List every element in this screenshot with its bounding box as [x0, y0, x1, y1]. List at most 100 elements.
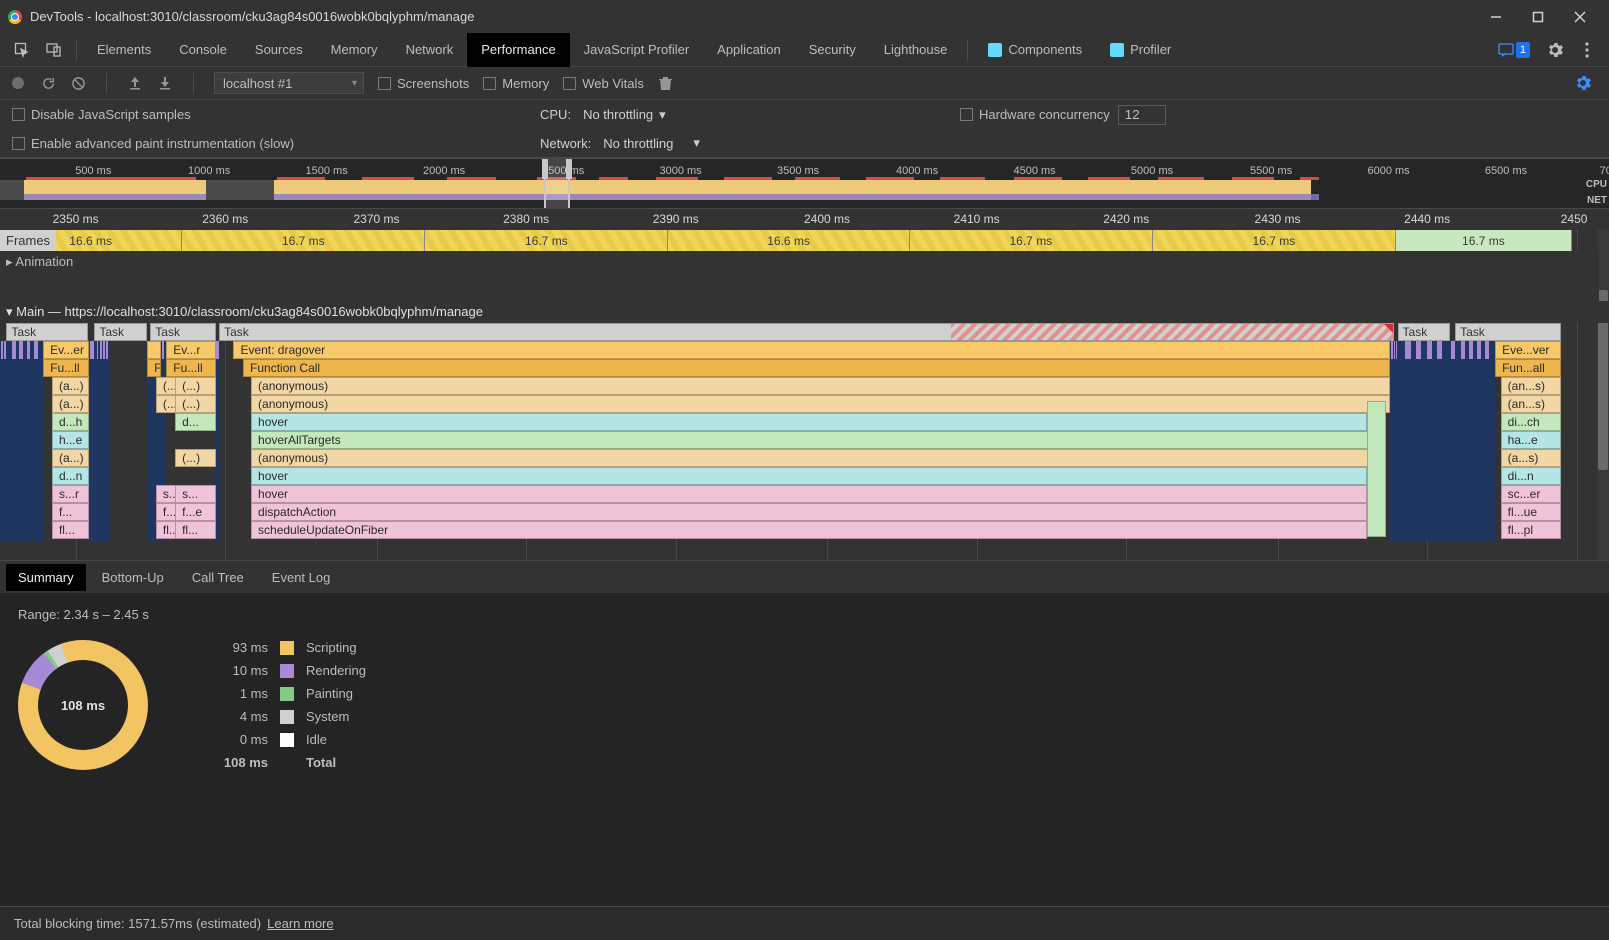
flame-bar[interactable]: fl...: [175, 521, 216, 539]
frame-segment[interactable]: 16.7 ms: [425, 230, 668, 251]
flame-bar[interactable]: Fun...all: [1495, 359, 1561, 377]
flame-thin-group[interactable]: [1398, 341, 1451, 541]
flame-bar[interactable]: hover: [251, 485, 1367, 503]
flame-bar[interactable]: (a...): [52, 377, 89, 395]
flame-bar[interactable]: Ev...er: [43, 341, 89, 359]
disable-js-checkbox[interactable]: Disable JavaScript samples: [12, 107, 191, 122]
tab-javascript-profiler[interactable]: JavaScript Profiler: [570, 33, 703, 67]
flame-bar[interactable]: (...): [175, 377, 216, 395]
flame-bar[interactable]: fl...pl: [1501, 521, 1561, 539]
flame-bar[interactable]: (a...): [52, 395, 89, 413]
cpu-throttle-dropdown[interactable]: No throttling: [583, 107, 653, 122]
settings-icon[interactable]: [1542, 37, 1568, 63]
maximize-button[interactable]: [1517, 0, 1559, 33]
flame-chart[interactable]: 16.6 ms16.7 ms16.7 ms16.6 ms16.7 ms16.7 …: [0, 230, 1609, 561]
frames-lane[interactable]: 16.6 ms16.7 ms16.7 ms16.6 ms16.7 ms16.7 …: [0, 230, 1599, 251]
tab-elements[interactable]: Elements: [83, 33, 165, 67]
tab-react-profiler[interactable]: Profiler: [1096, 33, 1185, 67]
flame-bar[interactable]: hoverAllTargets: [251, 431, 1383, 449]
animation-lane-header[interactable]: ▸ Animation: [0, 251, 1599, 272]
task-bar[interactable]: Task: [6, 323, 88, 341]
flame-bar[interactable]: s...: [175, 485, 216, 503]
flame-bar[interactable]: (...): [175, 449, 216, 467]
flame-bar[interactable]: (anonymous): [251, 377, 1389, 395]
flame-bar[interactable]: sc...er: [1501, 485, 1561, 503]
minimize-button[interactable]: [1475, 0, 1517, 33]
flame-thin-group[interactable]: [94, 341, 110, 541]
target-dropdown[interactable]: localhost #1: [214, 72, 364, 94]
flame-bar[interactable]: dispatchAction: [251, 503, 1367, 521]
task-bar[interactable]: Task: [219, 323, 1394, 341]
tab-sources[interactable]: Sources: [241, 33, 317, 67]
tab-network[interactable]: Network: [392, 33, 468, 67]
details-tab-bottom-up[interactable]: Bottom-Up: [90, 564, 176, 591]
save-profile-button[interactable]: [157, 75, 173, 91]
frame-segment[interactable]: 16.7 ms: [182, 230, 425, 251]
kebab-icon[interactable]: [1574, 37, 1600, 63]
flame-thin-group[interactable]: [216, 341, 219, 541]
load-profile-button[interactable]: [127, 75, 143, 91]
tab-lighthouse[interactable]: Lighthouse: [870, 33, 962, 67]
flame-thin-group[interactable]: [1390, 341, 1398, 541]
details-tab-summary[interactable]: Summary: [6, 564, 86, 591]
tab-console[interactable]: Console: [165, 33, 241, 67]
tab-security[interactable]: Security: [795, 33, 870, 67]
flame-bar[interactable]: Fu...ll: [166, 359, 216, 377]
flame-bar[interactable]: f...e: [175, 503, 216, 521]
flame-thin-group[interactable]: [1455, 341, 1495, 541]
flame-bar[interactable]: hover: [251, 413, 1367, 431]
capture-settings-icon[interactable]: [1570, 70, 1596, 96]
flame-bar[interactable]: di...n: [1501, 467, 1561, 485]
details-tab-call-tree[interactable]: Call Tree: [180, 564, 256, 591]
overview-selection[interactable]: [544, 159, 570, 208]
memory-checkbox[interactable]: Memory: [483, 76, 549, 91]
flame-bar[interactable]: [147, 341, 161, 359]
screenshots-checkbox[interactable]: Screenshots: [378, 76, 469, 91]
main-lane[interactable]: TaskTaskTaskTaskTaskTaskEvent: dragoverF…: [0, 323, 1599, 560]
flame-bar[interactable]: (a...): [52, 449, 89, 467]
tab-react-components[interactable]: Components: [974, 33, 1096, 67]
flame-bar[interactable]: fl...ue: [1501, 503, 1561, 521]
record-button[interactable]: [10, 75, 26, 91]
reload-record-button[interactable]: [40, 75, 56, 91]
task-bar[interactable]: Task: [94, 323, 147, 341]
overview-timeline[interactable]: 500 ms1000 ms1500 ms2000 ms2500 ms3000 m…: [0, 158, 1609, 208]
task-bar[interactable]: Task: [1455, 323, 1561, 341]
flame-bar[interactable]: (an...s): [1501, 377, 1561, 395]
flame-bar[interactable]: ha...e: [1501, 431, 1561, 449]
frame-segment[interactable]: 16.7 ms: [1153, 230, 1396, 251]
tab-memory[interactable]: Memory: [317, 33, 392, 67]
animation-lane[interactable]: ▸ Animation: [0, 251, 1599, 301]
frame-segment[interactable]: 16.7 ms: [1396, 230, 1572, 251]
device-icon[interactable]: [41, 37, 67, 63]
network-throttle-dropdown[interactable]: No throttling: [603, 136, 673, 151]
flame-bar[interactable]: Event: dragover: [233, 341, 1389, 359]
webvitals-checkbox[interactable]: Web Vitals: [563, 76, 644, 91]
flame-bar[interactable]: Eve...ver: [1495, 341, 1561, 359]
clear-button[interactable]: [70, 75, 86, 91]
flame-bar[interactable]: d...: [175, 413, 216, 431]
tab-performance[interactable]: Performance: [467, 33, 569, 67]
frame-segment[interactable]: 16.6 ms: [668, 230, 909, 251]
task-bar[interactable]: Task: [150, 323, 216, 341]
frames-lane-header[interactable]: Frames: [0, 230, 56, 251]
flame-bar[interactable]: f...: [52, 503, 89, 521]
flame-bar[interactable]: d...h: [52, 413, 89, 431]
tab-application[interactable]: Application: [703, 33, 795, 67]
flame-bar[interactable]: (an...s): [1501, 395, 1561, 413]
flame-bar[interactable]: scheduleUpdateOnFiber: [251, 521, 1367, 539]
flame-bar[interactable]: Function Call: [243, 359, 1389, 377]
flame-bar[interactable]: (anonymous): [251, 395, 1389, 413]
flame-bar[interactable]: fl...: [52, 521, 89, 539]
task-bar[interactable]: Task: [1398, 323, 1451, 341]
flame-bar[interactable]: (...): [175, 395, 216, 413]
issues-button[interactable]: 1: [1492, 37, 1536, 63]
hw-concurrency-input[interactable]: [1118, 105, 1166, 125]
flame-thin-group[interactable]: [6, 341, 43, 541]
inspect-icon[interactable]: [9, 37, 35, 63]
main-lane-header[interactable]: ▾ Main — https://localhost:3010/classroo…: [0, 301, 1609, 323]
trash-button[interactable]: [658, 75, 674, 91]
flame-bar[interactable]: di...ch: [1501, 413, 1561, 431]
details-tab-event-log[interactable]: Event Log: [260, 564, 343, 591]
flame-bar[interactable]: Fu...ll: [43, 359, 89, 377]
